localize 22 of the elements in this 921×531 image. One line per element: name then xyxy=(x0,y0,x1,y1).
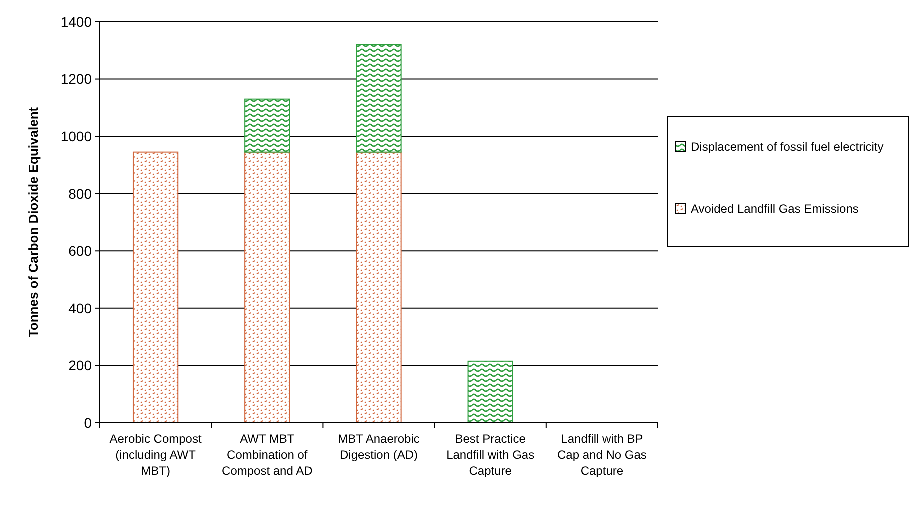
y-tick-label: 800 xyxy=(68,186,92,202)
x-tick-label: AWT MBT Combination of Compost and AD xyxy=(222,432,314,478)
y-tick-label: 0 xyxy=(84,414,92,431)
x-tick-label: Landfill with BP Cap and No Gas Capture xyxy=(558,432,647,478)
bar xyxy=(356,44,402,153)
y-tick-label: 400 xyxy=(68,300,92,316)
y-tick-label: 600 xyxy=(68,243,92,260)
x-tick-label: MBT Anaerobic Digestion (AD) xyxy=(338,432,420,462)
y-tick-label: 1200 xyxy=(60,71,92,88)
bar xyxy=(468,360,514,424)
x-tick-label: Aerobic Compost (including AWT MBT) xyxy=(110,432,202,478)
y-tick-label: 1000 xyxy=(60,128,92,144)
bar xyxy=(132,152,179,424)
legend-label: Displacement of fossil fuel electricity xyxy=(691,140,884,154)
x-tick-label: Best Practice Landfill with Gas Capture xyxy=(446,432,535,478)
y-axis-title: Tonnes of Carbon Dioxide Equivalent xyxy=(26,106,41,338)
bar xyxy=(244,98,290,153)
bar xyxy=(356,152,402,424)
y-tick-label: 200 xyxy=(68,358,92,374)
legend-label: Avoided Landfill Gas Emissions xyxy=(691,202,859,216)
bar xyxy=(244,152,290,424)
y-tick-label: 1400 xyxy=(60,14,92,30)
